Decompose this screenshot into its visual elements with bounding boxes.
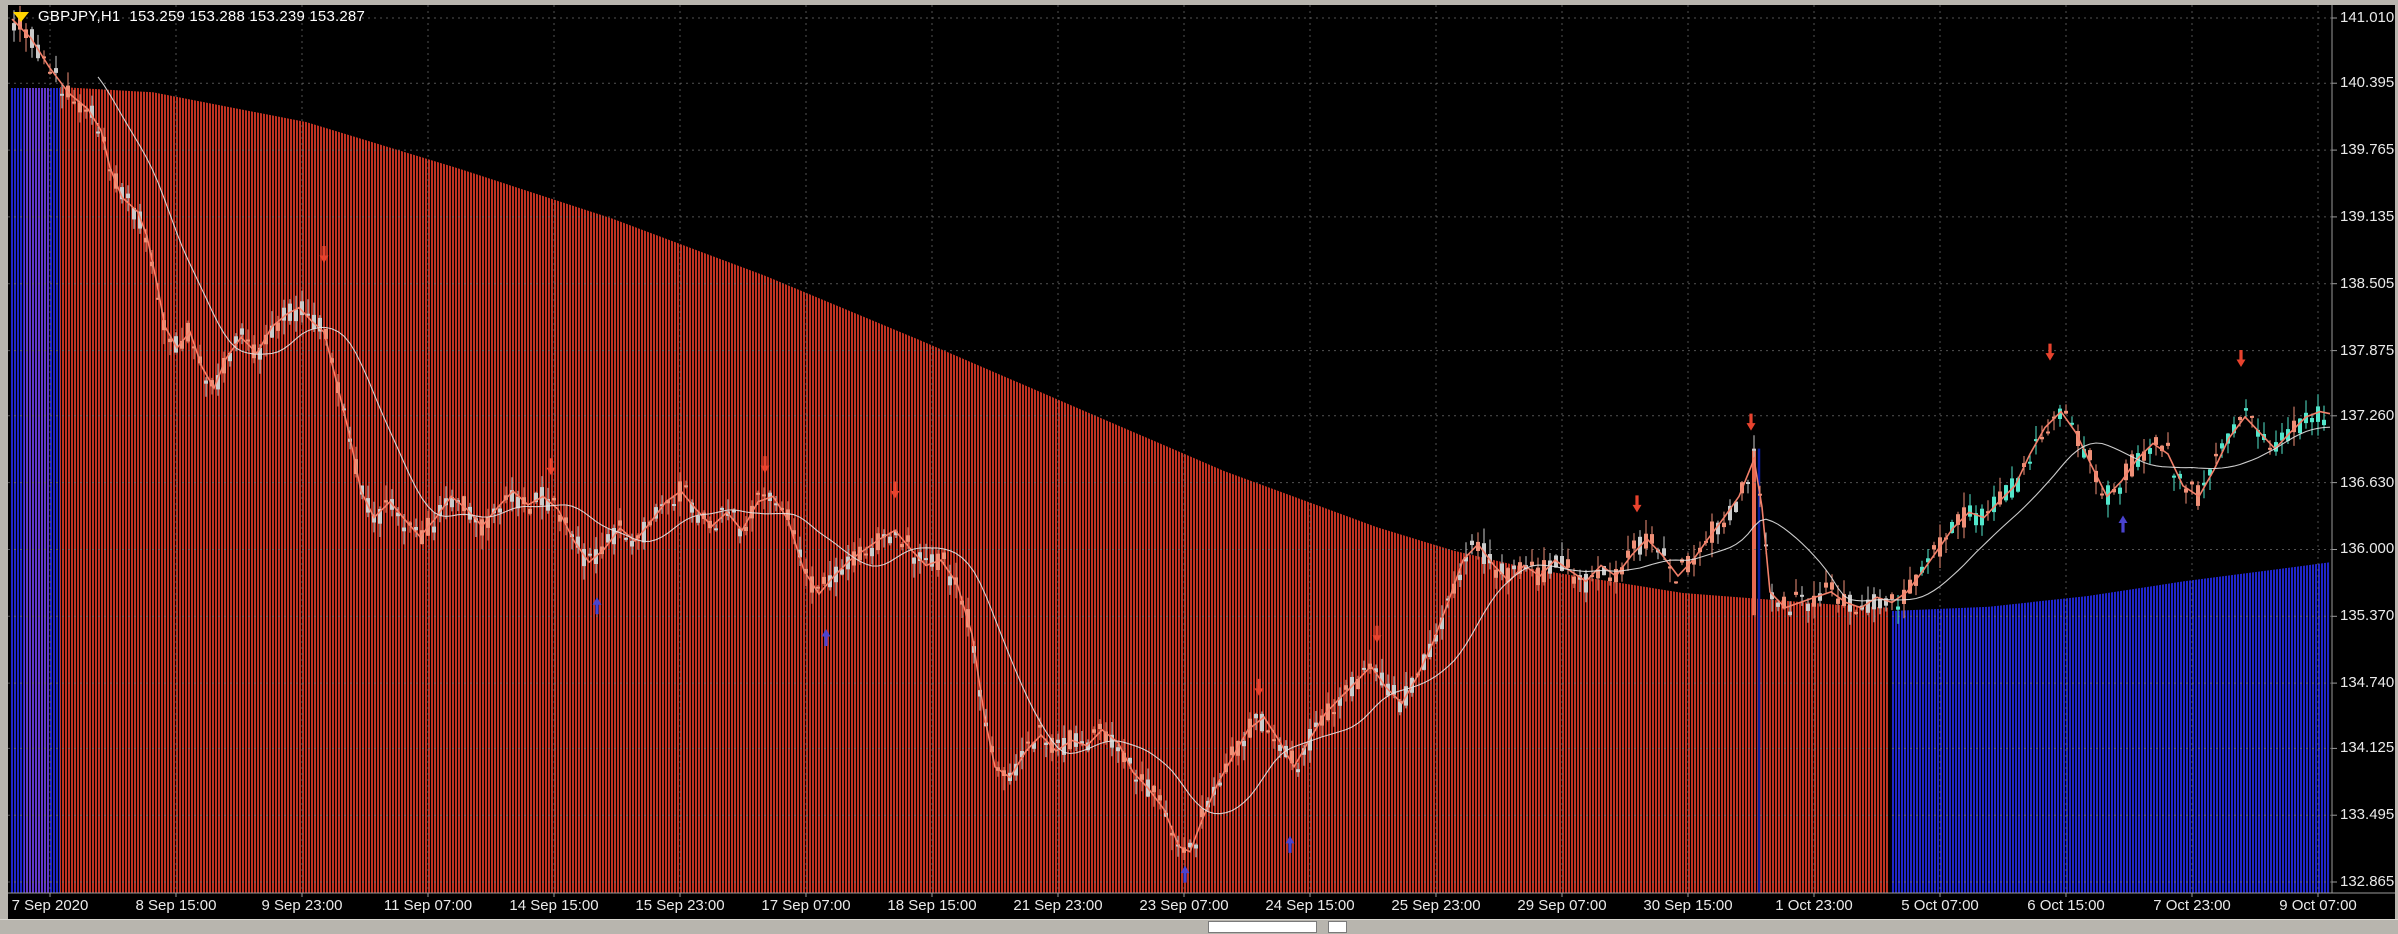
sell-arrow-icon bbox=[319, 246, 329, 264]
price-spike-bar bbox=[1752, 448, 1756, 616]
signal-arrows bbox=[319, 246, 2246, 883]
symbol-marker-icon[interactable] bbox=[13, 11, 29, 22]
sell-arrow-icon bbox=[1632, 495, 1642, 513]
price-chart-canvas[interactable] bbox=[8, 5, 2395, 920]
bottom-bar bbox=[0, 919, 2398, 934]
sell-arrow-icon bbox=[1254, 678, 1264, 696]
sell-arrow-icon bbox=[1372, 625, 1382, 643]
ma-fast-line bbox=[11, 18, 2331, 853]
sell-arrow-icon bbox=[546, 458, 556, 476]
symbol-timeframe: GBPJPY,H1 bbox=[38, 8, 121, 25]
sell-arrow-icon bbox=[2045, 343, 2055, 361]
sell-arrow-icon bbox=[1746, 413, 1756, 431]
buy-arrow-icon bbox=[821, 629, 831, 647]
grid bbox=[8, 5, 2332, 893]
buy-arrow-icon bbox=[1285, 835, 1295, 853]
ma-slow-line bbox=[97, 76, 2331, 815]
scrollbar-box[interactable] bbox=[1328, 921, 1347, 933]
sell-arrow-icon bbox=[2236, 350, 2246, 368]
buy-arrow-icon bbox=[2118, 515, 2128, 533]
buy-arrow-icon bbox=[1180, 865, 1190, 883]
buy-arrow-icon bbox=[592, 597, 602, 615]
sell-arrow-icon bbox=[890, 481, 900, 499]
sell-arrow-icon bbox=[760, 456, 770, 474]
scrollbar-box[interactable] bbox=[1208, 921, 1317, 933]
chart-area[interactable]: GBPJPY,H1 153.259 153.288 153.239 153.28… bbox=[8, 5, 2395, 920]
ohlc-quotes: 153.259 153.288 153.239 153.287 bbox=[129, 8, 365, 25]
indicator-areas bbox=[10, 87, 2330, 893]
chart-title: GBPJPY,H1 153.259 153.288 153.239 153.28… bbox=[13, 8, 365, 25]
